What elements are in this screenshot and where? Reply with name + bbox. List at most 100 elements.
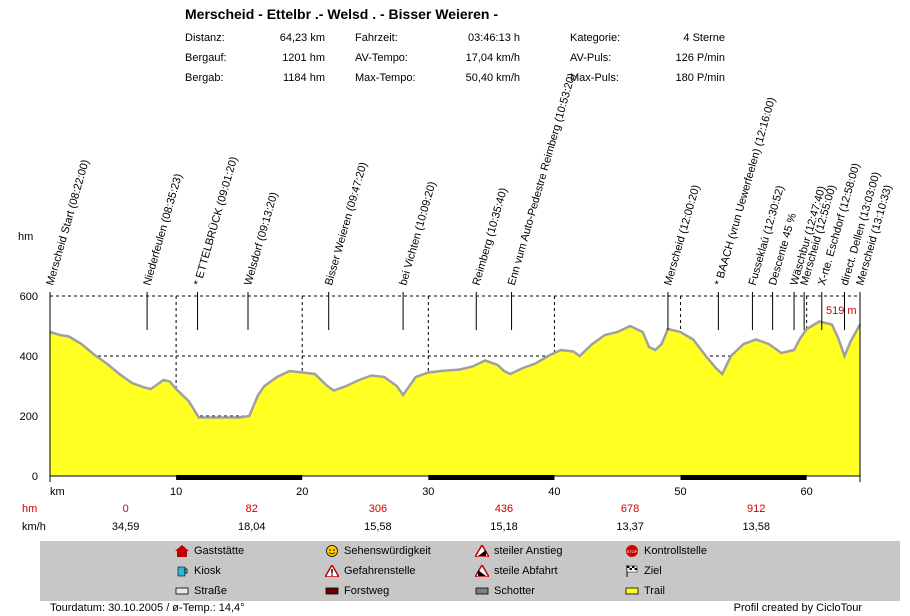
- road-swatch-icon: [175, 585, 189, 597]
- legend-item: STOP Kontrollstelle: [625, 545, 707, 557]
- stat-value: 4 Sterne: [683, 32, 725, 44]
- stat-label: Distanz:: [185, 32, 225, 44]
- legend-item: Sehenswürdigkeit: [325, 545, 431, 557]
- section-speed-value: 13,37: [616, 521, 644, 533]
- stat-label: AV-Tempo:: [355, 52, 408, 64]
- stat-label: Max-Puls:: [570, 72, 619, 84]
- waypoint-label: Merscheid (12:00:20): [662, 184, 702, 287]
- elevation-line: [49, 320, 862, 419]
- y-tick-label: 600: [20, 291, 38, 303]
- climb-icon: [473, 543, 491, 558]
- waypoint-label: Merscheid Start (08:22:00): [44, 158, 91, 286]
- legend-label: Straße: [194, 585, 228, 597]
- flag-icon: [625, 565, 639, 577]
- svg-text:STOP: STOP: [627, 549, 638, 554]
- stat-value: 126 P/min: [675, 52, 725, 64]
- section-speed-value: 15,18: [490, 521, 518, 533]
- surface-segment: [176, 475, 303, 480]
- stat-label: Bergauf:: [185, 52, 227, 64]
- legend-label: Trail: [644, 585, 665, 597]
- legend-item: Schotter: [475, 585, 535, 597]
- warning-icon: [323, 563, 341, 578]
- section-elevation-value: 306: [369, 503, 387, 515]
- tour-date: Tourdatum: 30.10.2005 / ø-Temp.: 14,4°: [50, 602, 245, 614]
- legend-label: Ziel: [644, 565, 662, 577]
- x-tick-label: 10: [170, 486, 182, 498]
- section-elevation-value: 912: [747, 503, 765, 515]
- forest-swatch-icon: [325, 585, 339, 597]
- y-tick-label: 200: [20, 411, 38, 423]
- x-axis-label: km: [50, 486, 65, 498]
- section-elevation-value: 82: [246, 503, 258, 515]
- section-speed-value: 15,58: [364, 521, 392, 533]
- chart-title: Merscheid - Ettelbr .- Welsd . - Bisser …: [185, 6, 499, 22]
- waypoint-label: Welsdorf (09:13:20): [242, 191, 280, 287]
- legend-label: steile Abfahrt: [494, 565, 558, 577]
- smiley-icon: [325, 545, 339, 557]
- stat-value: 50,40 km/h: [465, 72, 520, 84]
- legend-label: Gaststätte: [194, 545, 245, 557]
- elevation-area: [50, 321, 860, 476]
- x-tick-label: 30: [422, 486, 434, 498]
- legend-label: Kontrollstelle: [644, 545, 707, 557]
- stat-value: 1201 hm: [282, 52, 325, 64]
- descent-icon: [473, 563, 491, 578]
- surface-segment: [428, 475, 555, 480]
- waypoint-label: bei Vichten (10:09:20): [397, 180, 438, 287]
- speed-row-label: km/h: [22, 521, 46, 533]
- legend-label: Schotter: [494, 585, 535, 597]
- legend-label: Gefahrenstelle: [344, 565, 416, 577]
- legend-item: Gaststätte: [175, 545, 244, 557]
- y-tick-label: 0: [32, 471, 38, 483]
- stat-label: Max-Tempo:: [355, 72, 416, 84]
- y-tick-label: 400: [20, 351, 38, 363]
- max-elevation-label: 519 m: [826, 305, 857, 317]
- waypoint-label: Bisser Weieren (09:47:20): [323, 161, 370, 287]
- credit: Profil created by CicloTour: [733, 602, 862, 614]
- waypoint-label: Reimberg (10:35:40): [471, 187, 510, 287]
- legend-item: Straße: [175, 585, 227, 597]
- x-tick-label: 60: [801, 486, 813, 498]
- legend-label: Sehenswürdigkeit: [344, 545, 431, 557]
- legend-item: Forstweg: [325, 585, 389, 597]
- legend-item: Ziel: [625, 565, 662, 577]
- trail-swatch-icon: [625, 585, 639, 597]
- legend-item: steile Abfahrt: [473, 563, 558, 578]
- stat-label: Fahrzeit:: [355, 32, 398, 44]
- section-speed-value: 18,04: [238, 521, 266, 533]
- surface-segment: [680, 475, 807, 480]
- x-tick-label: 50: [674, 486, 686, 498]
- stat-label: AV-Puls:: [570, 52, 612, 64]
- section-elevation-value: 0: [123, 503, 129, 515]
- cup-icon: [175, 565, 189, 577]
- stat-value: 03:46:13 h: [468, 32, 520, 44]
- section-elevation-value: 436: [495, 503, 513, 515]
- stat-value: 17,04 km/h: [465, 52, 520, 64]
- waypoint-label: Enn vum Auto-Pedestre Reimberg (10:53:20…: [506, 72, 578, 287]
- legend-item: steiler Anstieg: [473, 543, 563, 558]
- legend-label: Forstweg: [344, 585, 390, 597]
- y-axis-label: hm: [18, 231, 33, 243]
- stat-value: 1184 hm: [283, 72, 325, 84]
- legend-item: Gefahrenstelle: [323, 563, 416, 578]
- house-icon: [175, 545, 189, 557]
- waypoint-label: * ETTELBRÜCK (09:01:20): [192, 155, 240, 286]
- stop-icon: STOP: [625, 545, 639, 557]
- stat-label: Kategorie:: [570, 32, 621, 44]
- legend-label: Kiosk: [194, 565, 221, 577]
- legend-label: steiler Anstieg: [494, 545, 563, 557]
- stat-value: 180 P/min: [675, 72, 725, 84]
- gravel-swatch-icon: [475, 585, 489, 597]
- waypoint-label: Niederfeulen (08:35:23): [141, 172, 184, 286]
- x-tick-label: 20: [296, 486, 308, 498]
- waypoint-label: * BAACH (vrun Uewerfeelen) (12:16:00): [713, 96, 778, 287]
- stat-label: Bergab:: [185, 72, 224, 84]
- section-elevation-value: 678: [621, 503, 639, 515]
- stat-value: 64,23 km: [279, 32, 325, 44]
- section-speed-value: 34,59: [112, 521, 140, 533]
- elevation-profile-chart: hm km hm km/h Merscheid Start (08:22:00)…: [18, 72, 895, 533]
- legend-item: Kiosk: [175, 565, 221, 577]
- legend-panel: [40, 541, 900, 601]
- hm-row-label: hm: [22, 503, 37, 515]
- section-speed-value: 13,58: [742, 521, 770, 533]
